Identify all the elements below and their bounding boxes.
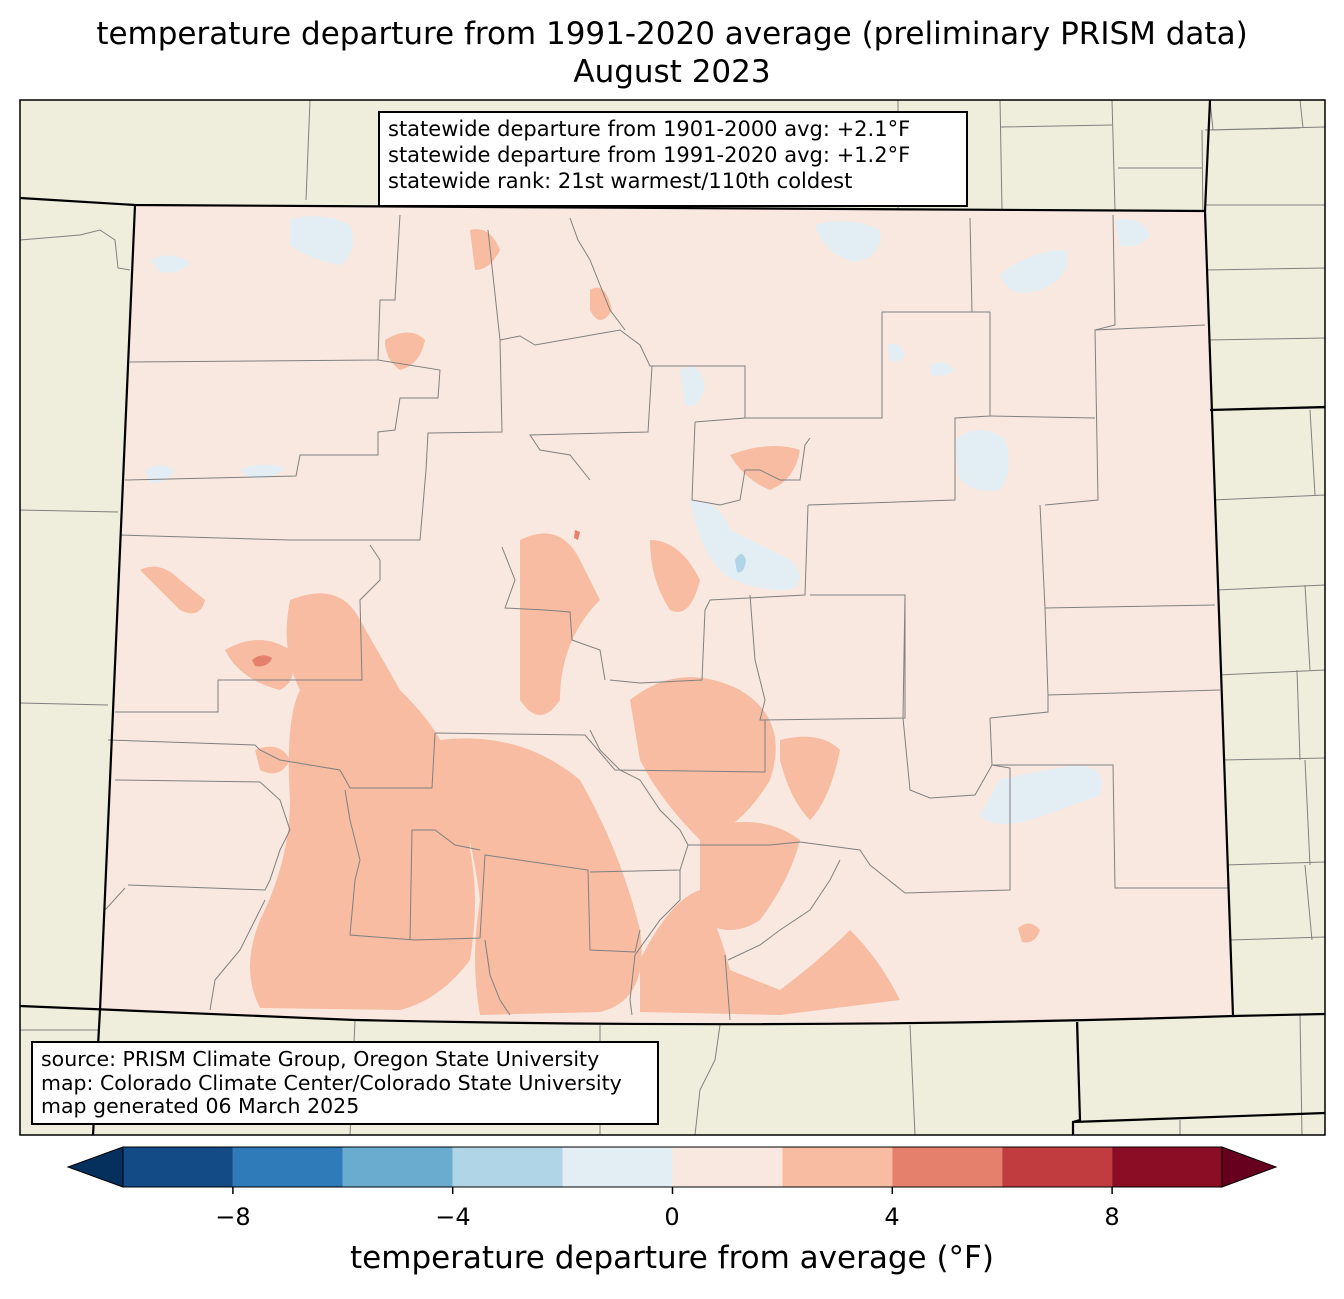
- colorbar-bin: [123, 1147, 233, 1187]
- colorado-map: [19, 99, 1326, 1136]
- colorbar-under-extension: [66, 1146, 124, 1188]
- colorbar-bin: [1002, 1147, 1113, 1187]
- map-frame-border: [19, 99, 1326, 1136]
- colorbar-bin: [342, 1147, 453, 1187]
- stats-line-1991-2020: statewide departure from 1991-2020 avg: …: [388, 143, 911, 167]
- cooler-anomaly-spots: [735, 554, 746, 573]
- warmer-anomaly-spots: [252, 530, 580, 667]
- colorbar-label: temperature departure from average (°F): [350, 1240, 994, 1276]
- source-credit-box: source: PRISM Climate Group, Oregon Stat…: [31, 1041, 659, 1125]
- map-credit-line: map: Colorado Climate Center/Colorado St…: [41, 1070, 622, 1095]
- map-subtitle-date: August 2023: [573, 54, 771, 90]
- stats-line-1901-2000: statewide departure from 1901-2000 avg: …: [388, 117, 911, 141]
- colorbar-bin: [232, 1147, 343, 1187]
- statewide-stats-box: statewide departure from 1901-2000 avg: …: [378, 111, 968, 207]
- colorado-county-lines: [104, 214, 1228, 1021]
- generated-date-line: map generated 06 March 2025: [41, 1094, 360, 1118]
- map-title: temperature departure from 1991-2020 ave…: [96, 16, 1248, 52]
- cool-anomaly-areas: [145, 216, 1150, 824]
- colorbar-bin: [1112, 1147, 1222, 1187]
- colorbar-bin: [892, 1147, 1003, 1187]
- colorbar-bin: [672, 1147, 783, 1187]
- colorbar-tick-label: 8: [1104, 1203, 1120, 1231]
- stats-line-rank: statewide rank: 21st warmest/110th colde…: [388, 169, 853, 193]
- colorbar-bin: [452, 1147, 563, 1187]
- colorbar-tick-label: 4: [884, 1203, 900, 1231]
- colorbar-bin: [562, 1147, 673, 1187]
- colorbar-tick-label: −8: [215, 1203, 251, 1231]
- colorbar-tick-label: 0: [664, 1203, 680, 1231]
- colorbar-bin: [782, 1147, 893, 1187]
- colorbar: [66, 1146, 1278, 1194]
- colorbar-tick-label: −4: [435, 1203, 471, 1231]
- colorbar-over-extension: [1221, 1146, 1278, 1188]
- source-line: source: PRISM Climate Group, Oregon Stat…: [41, 1047, 600, 1071]
